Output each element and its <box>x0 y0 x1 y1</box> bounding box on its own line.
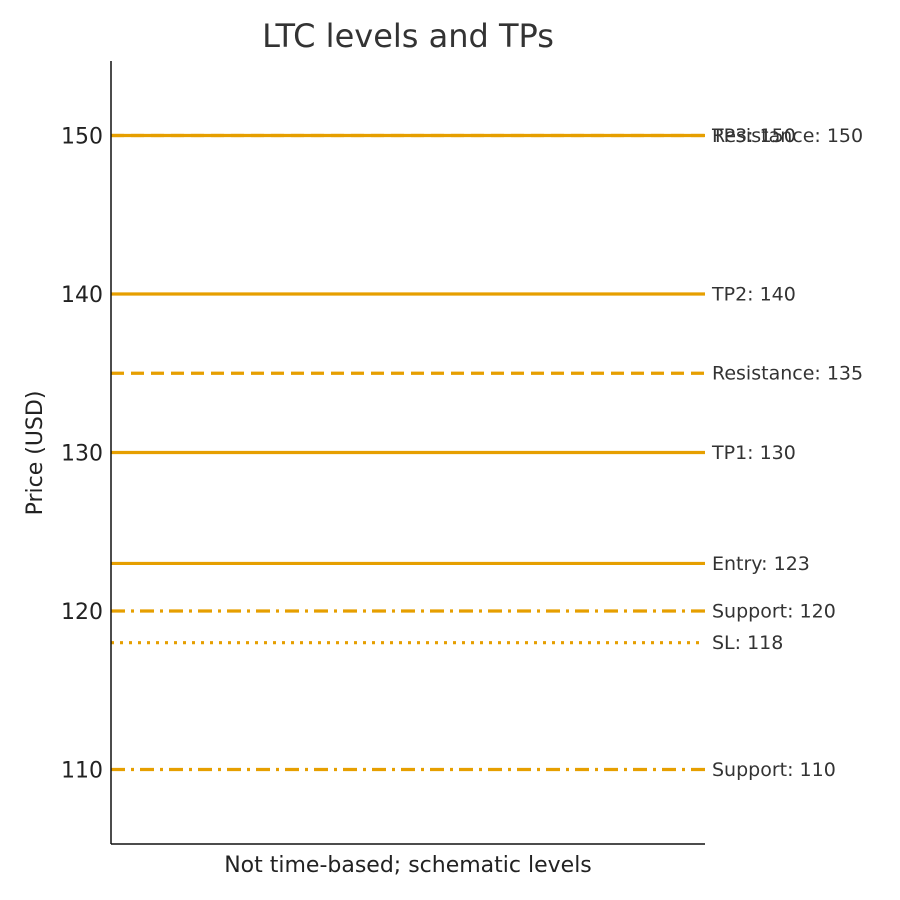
level-label-support-120: Support: 120 <box>712 601 836 623</box>
y-tick-label-150: 150 <box>61 124 103 149</box>
levels-layer <box>111 133 705 772</box>
level-label-resistance-135: Resistance: 135 <box>712 363 863 385</box>
x-axis-label: Not time-based; schematic levels <box>224 853 592 878</box>
level-label-support-110: Support: 110 <box>712 759 836 781</box>
level-label-tp3-150: TP3: 150 <box>711 125 796 147</box>
y-tick-label-140: 140 <box>61 283 103 308</box>
level-label-entry-123: Entry: 123 <box>712 553 810 575</box>
level-labels: TP3: 150 TP2: 140 TP1: 130 Entry: 123 SL: 11… <box>711 125 863 781</box>
level-label-sl-118: SL: 118 <box>712 632 783 654</box>
level-label-resistance-150: Resistance: 150 <box>712 125 863 147</box>
level-label-tp1-130: TP1: 130 <box>711 442 796 464</box>
level-label-tp2-140: TP2: 140 <box>711 283 796 305</box>
chart-title: LTC levels and TPs <box>262 17 554 55</box>
y-tick-label-110: 110 <box>61 759 103 784</box>
y-tick-label-130: 130 <box>61 442 103 467</box>
y-ticks: 110 120 130 140 150 <box>61 124 103 783</box>
y-axis-label: Price (USD) <box>23 391 48 516</box>
y-tick-label-120: 120 <box>61 600 103 625</box>
